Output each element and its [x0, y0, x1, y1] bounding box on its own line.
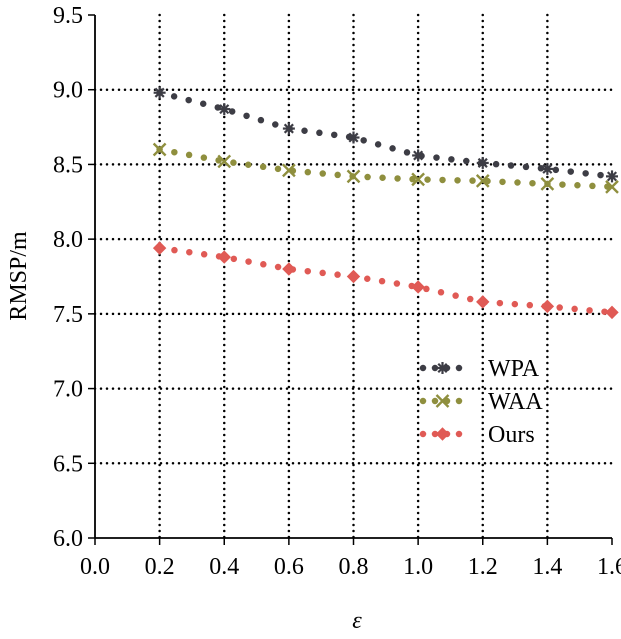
- series-layer: [152, 86, 619, 320]
- data-point-ours: [476, 295, 490, 309]
- y-tick-label: 8.5: [53, 152, 83, 178]
- x-tick-label: 1.6: [597, 554, 621, 580]
- data-point-ours: [605, 305, 619, 320]
- series-line-ours: [156, 244, 616, 316]
- x-tick-label: 0.6: [274, 554, 304, 580]
- x-tick-label: 1.2: [468, 554, 498, 580]
- x-tick-label: 0.8: [339, 554, 369, 580]
- data-point-waa: [605, 179, 619, 194]
- axes: [88, 14, 613, 545]
- x-axis-label: ε: [352, 608, 362, 634]
- data-point-ours: [217, 250, 231, 264]
- data-point-wpa: [412, 149, 425, 162]
- y-tick-label: 7.0: [53, 377, 83, 403]
- data-point-ours: [411, 280, 425, 294]
- x-tick-label: 1.0: [403, 554, 433, 580]
- data-point-wpa: [153, 86, 166, 99]
- series-line-waa: [156, 146, 616, 191]
- y-tick-label: 6.5: [53, 451, 83, 477]
- y-axis-label: RMSP/m: [6, 231, 32, 321]
- data-point-waa: [282, 163, 296, 178]
- data-point-wpa: [541, 162, 554, 175]
- legend: WPA WAA Ours: [419, 356, 543, 448]
- y-tick-label: 9.0: [53, 78, 83, 104]
- data-point-waa: [346, 169, 361, 184]
- series-line-wpa: [156, 89, 616, 180]
- y-tick-label: 7.5: [53, 302, 83, 328]
- legend-marker-waa: [435, 394, 450, 408]
- y-tick-label: 9.5: [53, 3, 83, 29]
- x-tick-label: 0.4: [209, 554, 239, 580]
- x-tick-label: 0.0: [80, 554, 110, 580]
- data-point-waa: [475, 174, 490, 188]
- y-tick-label: 8.0: [53, 227, 83, 253]
- data-point-waa: [152, 142, 167, 157]
- data-point-wpa: [476, 156, 489, 169]
- data-point-ours: [152, 241, 167, 255]
- data-point-wpa: [282, 122, 295, 135]
- data-point-waa: [217, 154, 232, 169]
- data-point-waa: [411, 172, 425, 187]
- legend-label-waa: WAA: [488, 389, 543, 415]
- data-point-wpa: [347, 131, 360, 144]
- data-point-wpa: [606, 170, 618, 183]
- data-point-ours: [540, 299, 555, 314]
- legend-label-ours: Ours: [488, 422, 535, 448]
- data-point-ours: [346, 269, 361, 284]
- legend-marker-ours: [435, 427, 450, 441]
- data-point-wpa: [218, 103, 231, 116]
- legend-marker-wpa: [436, 362, 449, 374]
- x-tick-label: 1.4: [532, 554, 562, 580]
- data-point-waa: [540, 177, 555, 191]
- x-tick-label: 0.2: [145, 554, 175, 580]
- data-point-ours: [282, 262, 296, 276]
- legend-label-wpa: WPA: [488, 356, 540, 382]
- y-tick-label: 6.0: [53, 526, 83, 552]
- tick-labels: 0.0 0.2 0.4 0.6 0.8 1.0 1.2 1.4 1.6 6.0 6.5 7.0 7.5 8…: [53, 3, 621, 580]
